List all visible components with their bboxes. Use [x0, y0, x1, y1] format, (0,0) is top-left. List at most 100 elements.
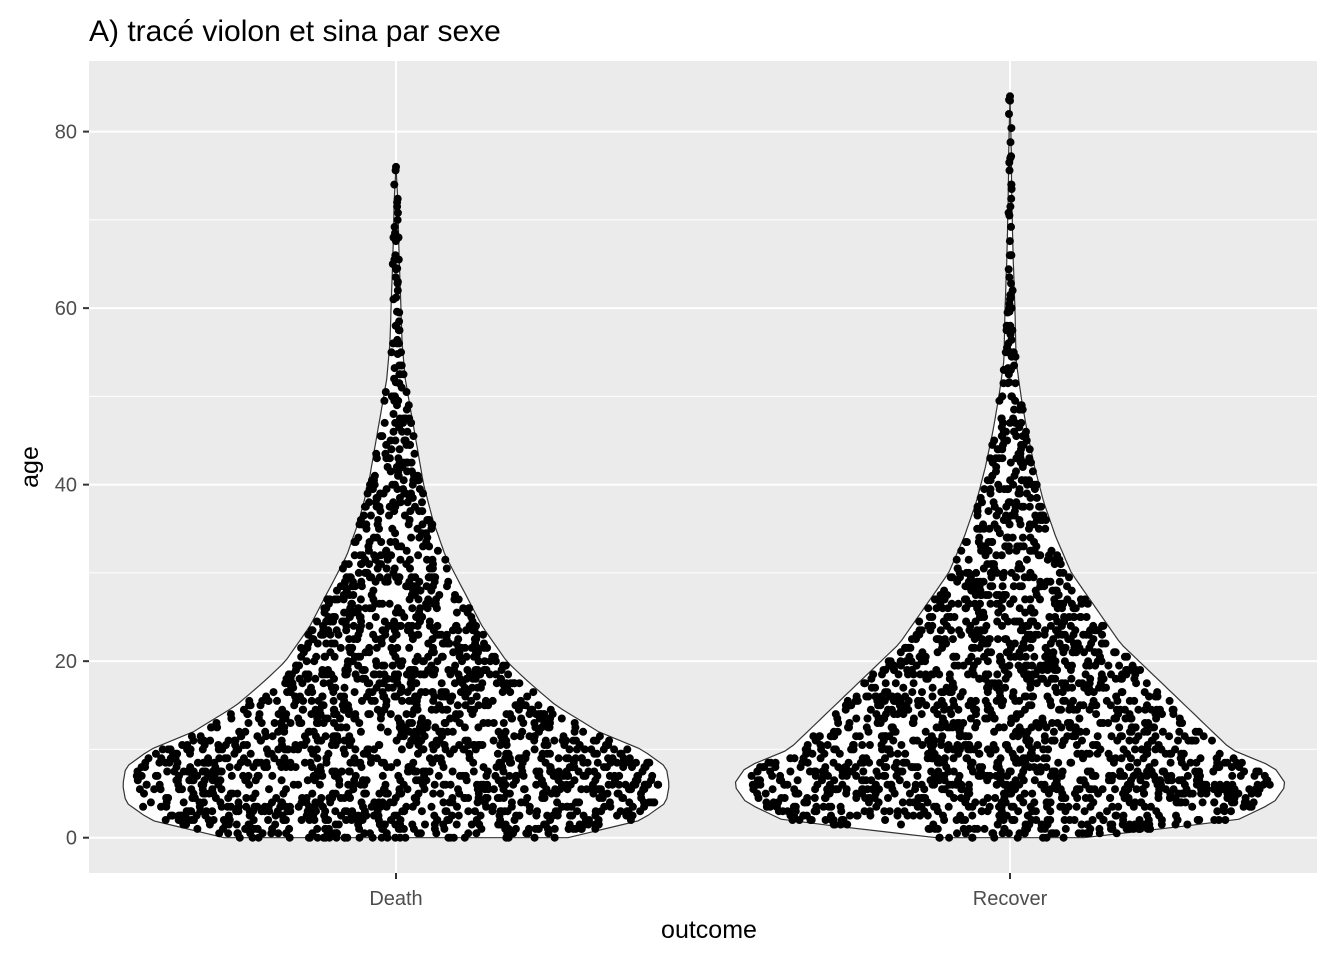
sina-point [353, 758, 362, 767]
sina-point [917, 802, 926, 811]
sina-point [1115, 723, 1124, 732]
sina-point [1018, 727, 1027, 736]
sina-point [965, 780, 973, 789]
sina-point [1073, 639, 1082, 648]
sina-point [562, 736, 571, 745]
sina-point [1022, 692, 1031, 701]
sina-point [354, 568, 363, 577]
sina-point [881, 816, 890, 824]
sina-point [961, 582, 970, 591]
sina-point [155, 758, 164, 767]
sina-point [413, 705, 422, 714]
sina-point [878, 714, 887, 723]
sina-point [976, 542, 985, 551]
sina-point [424, 595, 433, 604]
sina-point [845, 767, 853, 776]
sina-point [837, 807, 846, 816]
sina-point [364, 710, 373, 719]
sina-point [924, 604, 933, 613]
sina-point [304, 833, 313, 842]
sina-point [852, 794, 861, 802]
sina-point [1055, 639, 1064, 648]
sina-point [881, 666, 890, 674]
sina-point [395, 370, 404, 379]
sina-point [378, 432, 387, 441]
sina-point [410, 727, 419, 736]
sina-point [973, 507, 982, 516]
sina-point [393, 350, 402, 358]
sina-point [294, 780, 303, 789]
sina-point [1088, 741, 1097, 749]
sina-point [135, 785, 144, 794]
sina-point [1046, 785, 1055, 794]
sina-point [282, 785, 290, 794]
sina-point [783, 780, 792, 789]
sina-point [1059, 833, 1068, 842]
sina-point [1075, 785, 1084, 794]
sina-point [768, 785, 777, 794]
sina-point [1006, 350, 1015, 358]
sina-point [354, 604, 363, 613]
sina-point [820, 749, 829, 758]
sina-point [444, 577, 453, 586]
sina-point [168, 811, 177, 820]
sina-point [1042, 763, 1051, 772]
sina-point [590, 767, 599, 776]
sina-point [532, 710, 540, 719]
sina-point [1032, 719, 1041, 727]
sina-point [257, 807, 266, 816]
sina-point [945, 833, 954, 842]
sina-point [965, 599, 973, 608]
sina-point [842, 785, 851, 794]
sina-point [462, 652, 471, 661]
sina-point [1006, 293, 1015, 302]
sina-point [911, 785, 920, 794]
sina-point [349, 621, 358, 630]
sina-point [1040, 732, 1049, 741]
sina-point [532, 811, 541, 820]
sina-point [1036, 763, 1045, 772]
sina-point [502, 736, 511, 745]
sina-point [1005, 273, 1014, 282]
sina-point [1004, 670, 1013, 679]
sina-point [1088, 816, 1097, 824]
sina-point [302, 811, 311, 820]
sina-point [1007, 152, 1016, 161]
sina-point [324, 749, 333, 758]
sina-point [1096, 652, 1104, 661]
sina-point [458, 679, 467, 688]
sina-point [1104, 749, 1113, 758]
sina-point [1186, 758, 1195, 767]
sina-point [575, 798, 584, 807]
sina-point [1067, 586, 1076, 595]
sina-point [392, 811, 401, 820]
sina-point [853, 696, 862, 705]
sina-point [384, 683, 393, 692]
sina-point [1000, 568, 1008, 577]
sina-point [332, 626, 341, 635]
sina-point [313, 767, 322, 776]
sina-point [982, 621, 991, 630]
sina-point [933, 710, 942, 719]
sina-point [392, 293, 401, 302]
sina-point [940, 758, 948, 767]
sina-point [841, 705, 850, 714]
sina-point [393, 643, 402, 652]
sina-point [465, 754, 474, 763]
sina-point [898, 798, 907, 807]
sina-point [366, 511, 375, 520]
sina-point [502, 710, 511, 719]
y-tick-label: 0 [66, 828, 77, 850]
sina-point [1241, 794, 1250, 802]
sina-point [1236, 771, 1245, 780]
sina-point [163, 767, 172, 776]
sina-point [286, 758, 295, 767]
sina-point [968, 833, 977, 842]
sina-point [1099, 683, 1107, 692]
sina-point [230, 736, 239, 745]
sina-point [339, 617, 348, 626]
sina-point [441, 688, 450, 697]
sina-point [831, 745, 840, 754]
sina-point [469, 767, 478, 776]
sina-point [799, 811, 808, 820]
